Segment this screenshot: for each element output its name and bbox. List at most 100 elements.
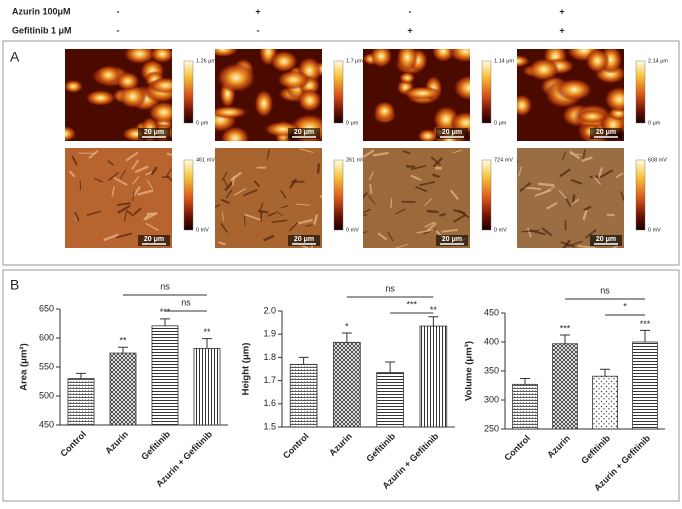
cell: [277, 70, 310, 90]
cell: [403, 87, 443, 100]
bar: [513, 384, 538, 429]
cell: [150, 45, 175, 63]
image-bg: [65, 148, 172, 248]
x-tick-label: Azurin: [545, 433, 572, 460]
treatment-sign: +: [255, 6, 260, 16]
x-tick-label: Control: [281, 431, 311, 461]
relief: [406, 166, 415, 167]
bar: [633, 342, 658, 429]
cell: [448, 40, 482, 63]
cell: [54, 126, 77, 142]
relief: [370, 184, 371, 194]
cell: [417, 129, 438, 143]
y-tick-label: 550: [39, 361, 54, 371]
cell: [374, 101, 396, 121]
y-tick-label: 1.7: [263, 375, 276, 385]
x-tick-label: Azurin: [103, 429, 130, 456]
cell: [216, 63, 256, 93]
cell: [585, 48, 609, 73]
treatment-sign: -: [117, 25, 120, 35]
colorbar: [184, 61, 193, 123]
y-tick-label: 1.5: [263, 421, 276, 431]
colorbar-max: 2.14 μm: [648, 58, 668, 64]
treatment-name: Gefitinib 1 μM: [12, 25, 72, 35]
x-tick-label: Control: [502, 433, 532, 463]
error-bar: [76, 373, 86, 378]
bar: [194, 348, 220, 425]
colorbar: [636, 160, 645, 230]
bar: [68, 379, 94, 425]
colorbar-max: 461 mV: [196, 157, 215, 163]
cell: [604, 86, 634, 112]
error-bar: [600, 369, 610, 376]
error-bar: [560, 335, 570, 344]
x-tick-label: Gefitinib: [579, 433, 612, 466]
y-tick-label: 400: [484, 336, 499, 346]
cell: [210, 106, 247, 119]
scale-label: 20 μm: [144, 236, 164, 243]
comparison-label: ns: [600, 285, 610, 295]
colorbar-min: 0 mV: [346, 227, 359, 233]
cell: [577, 110, 607, 124]
y-tick-label: 450: [484, 307, 499, 317]
y-axis-label: Area (μm²): [19, 343, 30, 391]
x-tick-label: Gefitinib: [139, 429, 172, 462]
y-tick-label: 350: [484, 365, 499, 375]
significance: **: [430, 305, 438, 315]
cell: [254, 89, 273, 118]
significance: ***: [560, 323, 571, 333]
colorbar: [334, 160, 343, 230]
colorbar-min: 0 mV: [648, 227, 661, 233]
error-bar: [299, 357, 309, 364]
cell: [396, 43, 418, 72]
treatment-sign: +: [559, 6, 564, 16]
cell: [116, 72, 140, 91]
bar: [420, 326, 447, 427]
significance: ***: [160, 307, 171, 317]
y-tick-label: 1.9: [263, 329, 276, 339]
colorbar-min: 0 μm: [196, 120, 209, 126]
cell: [208, 41, 239, 57]
scale-label: 20 μm: [442, 236, 462, 243]
cell: [556, 79, 593, 101]
scale-label: 20 μm: [596, 129, 616, 136]
treatment-sign: +: [407, 25, 412, 35]
treatment-sign: -: [117, 6, 120, 16]
x-tick-label: Control: [58, 429, 88, 459]
comparison-label: ns: [181, 297, 191, 307]
colorbar: [482, 160, 491, 230]
scale-label: 20 μm: [294, 236, 314, 243]
relief: [439, 214, 445, 216]
significance: **: [203, 327, 211, 337]
comparison-label: ***: [406, 299, 417, 309]
significance: ***: [640, 319, 651, 329]
colorbar-min: 0 mV: [494, 227, 507, 233]
cell: [85, 90, 116, 106]
y-axis-label: Height (μm): [241, 343, 252, 396]
image-bg: [517, 148, 624, 248]
error-bar: [342, 333, 352, 342]
image-bg: [215, 148, 322, 248]
y-tick-label: 1.8: [263, 352, 276, 362]
y-tick-label: 500: [39, 390, 54, 400]
colorbar-max: 1.7 μm: [346, 58, 363, 64]
cell: [528, 58, 559, 81]
y-axis-label: Volume (μm³): [464, 341, 475, 401]
relief: [309, 248, 315, 257]
error-bar: [160, 319, 170, 326]
error-bar: [202, 339, 212, 349]
cell: [453, 75, 485, 101]
error-bar: [640, 330, 650, 342]
error-bar: [118, 347, 128, 353]
bar: [593, 376, 618, 429]
comparison-label: ns: [385, 283, 395, 293]
colorbar-max: 608 mV: [648, 157, 667, 163]
y-tick-label: 650: [39, 303, 54, 313]
error-bar: [520, 379, 530, 385]
colorbar-min: 0 μm: [648, 120, 661, 126]
colorbar: [636, 61, 645, 123]
colorbar-min: 0 μm: [346, 120, 359, 126]
error-bar: [428, 317, 438, 326]
treatment-name: Azurin 100μM: [12, 6, 71, 16]
y-tick-label: 450: [39, 419, 54, 429]
